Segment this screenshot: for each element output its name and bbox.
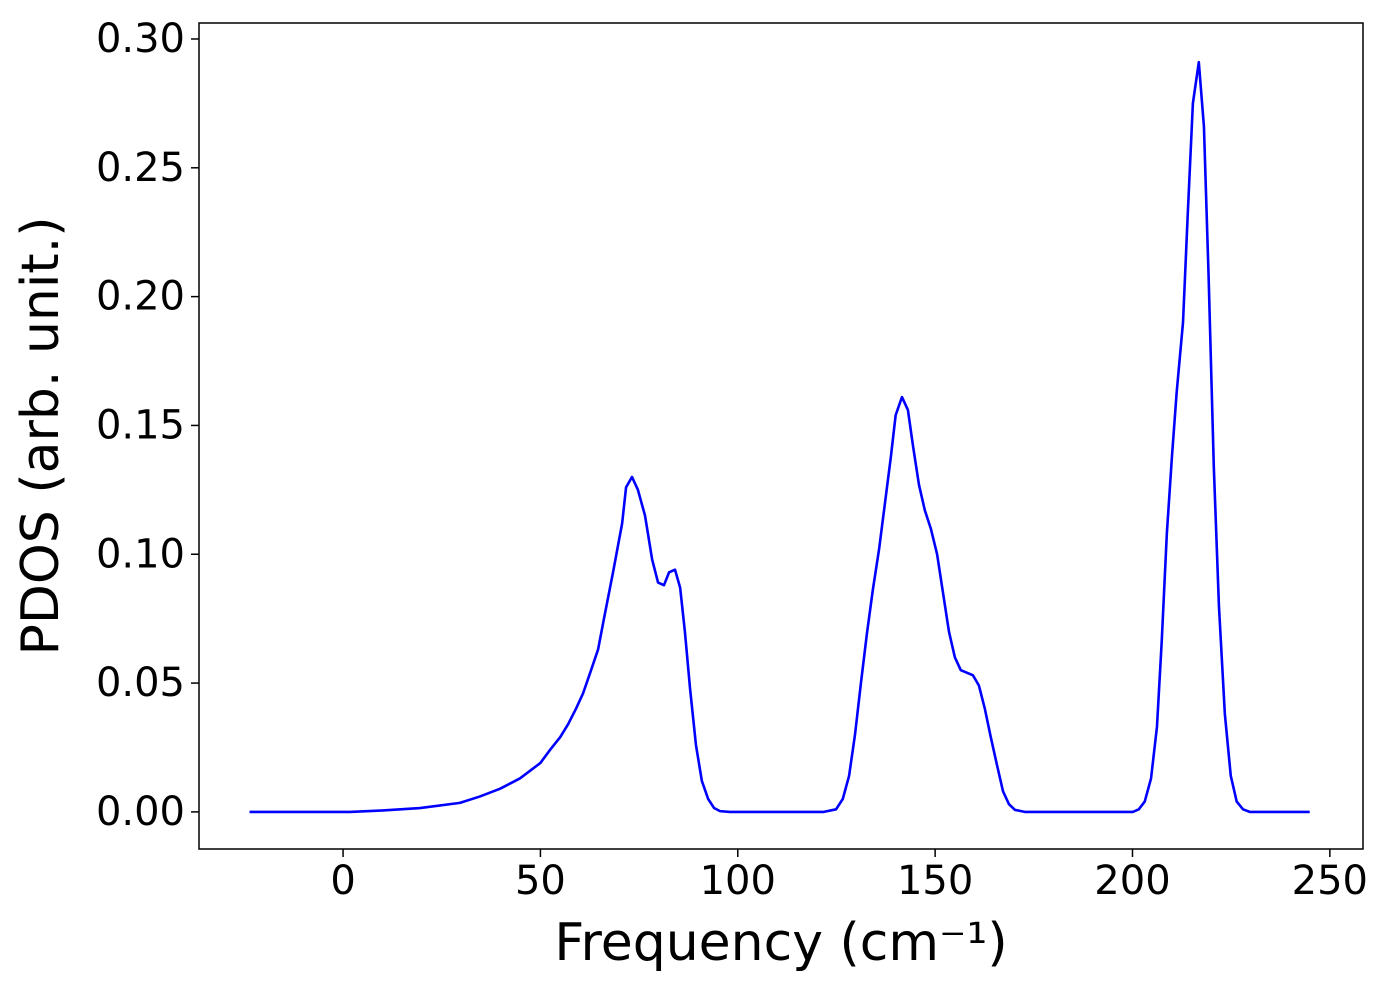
- x-tick-label: 200: [1094, 858, 1170, 904]
- line-series: [249, 60, 1310, 814]
- x-tick-label: 100: [700, 858, 776, 904]
- y-tick-label: 0.30: [96, 16, 185, 62]
- x-tick-label: 150: [897, 858, 973, 904]
- x-axis-label: Frequency (cm⁻¹): [554, 913, 1007, 973]
- x-tick-label: 50: [515, 858, 566, 904]
- y-tick-label: 0.20: [96, 274, 185, 320]
- y-tick-label: 0.25: [96, 145, 185, 191]
- plot-frame: [198, 22, 1364, 850]
- y-tick-label: 0.15: [96, 402, 185, 448]
- y-tick-label: 0.05: [96, 660, 185, 706]
- x-tick-label: 0: [330, 858, 355, 904]
- x-tick-label: 250: [1292, 858, 1368, 904]
- y-tick-label: 0.10: [96, 531, 185, 577]
- y-axis-label: PDOS (arb. unit.): [11, 216, 71, 655]
- y-tick-label: 0.00: [96, 789, 185, 835]
